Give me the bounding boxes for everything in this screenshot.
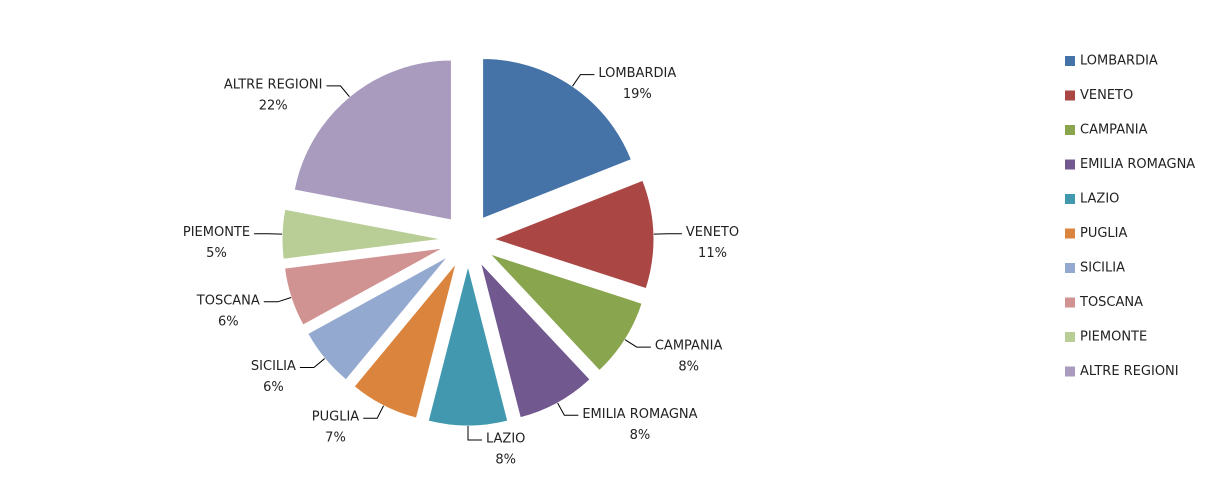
data-label-value: 11%	[698, 246, 727, 261]
legend-label: PIEMONTE	[1080, 330, 1147, 345]
pie-slice	[281, 208, 443, 260]
data-label-name: LOMBARDIA	[598, 66, 676, 81]
data-label-value: 8%	[630, 428, 651, 443]
leader-line	[363, 405, 385, 419]
pie-slice	[480, 262, 591, 419]
legend-label: ALTRE REGIONI	[1080, 364, 1179, 379]
legend-swatch	[1065, 56, 1075, 66]
data-label-value: 8%	[495, 453, 516, 468]
pie-slice	[482, 57, 633, 220]
data-label-name: PUGLIA	[312, 410, 360, 425]
legend-swatch	[1065, 263, 1075, 273]
legend-label: LAZIO	[1080, 192, 1119, 207]
data-label-name: TOSCANA	[196, 293, 260, 308]
leader-line	[624, 339, 651, 348]
legend-label: CAMPANIA	[1080, 123, 1148, 138]
legend-swatch	[1065, 366, 1075, 377]
leader-line	[326, 85, 350, 98]
legend-label: TOSCANA	[1079, 295, 1143, 310]
leader-line	[467, 426, 482, 441]
legend-swatch	[1065, 159, 1075, 170]
pie-slice	[489, 253, 643, 372]
data-label-name: ALTRE REGIONI	[224, 77, 323, 92]
data-label-name: VENETO	[686, 225, 739, 240]
pie-slice	[492, 179, 655, 290]
leader-line	[557, 402, 579, 416]
pie-slice	[353, 262, 457, 419]
data-label-value: 19%	[623, 87, 652, 102]
legend-swatch	[1065, 194, 1075, 204]
data-label-name: PIEMONTE	[183, 225, 250, 240]
pie-slice	[293, 59, 452, 221]
legend-swatch	[1065, 297, 1075, 308]
legend-swatch	[1065, 125, 1075, 135]
data-label-value: 5%	[206, 246, 227, 261]
data-label-value: 6%	[263, 380, 284, 395]
data-label-name: LAZIO	[486, 432, 525, 447]
data-label-name: EMILIA ROMAGNA	[582, 407, 697, 422]
legend-label: VENETO	[1080, 88, 1133, 103]
legend-swatch	[1065, 332, 1075, 342]
pie-slice	[307, 256, 449, 381]
data-label-value: 6%	[218, 314, 239, 329]
legend-label: EMILIA ROMAGNA	[1080, 157, 1195, 172]
data-label-name: CAMPANIA	[655, 339, 723, 354]
data-label-value: 22%	[259, 98, 288, 113]
data-label-value: 8%	[678, 360, 699, 375]
legend-swatch	[1065, 228, 1075, 239]
legend-label: PUGLIA	[1080, 226, 1128, 241]
leader-line	[299, 358, 326, 368]
pie-slice	[427, 265, 509, 427]
data-label-name: SICILIA	[251, 359, 296, 374]
data-label-value: 7%	[325, 431, 346, 446]
legend-label: LOMBARDIA	[1080, 54, 1158, 69]
leader-line	[572, 74, 595, 87]
leader-line	[263, 297, 292, 303]
legend-label: SICILIA	[1080, 261, 1125, 276]
legend-swatch	[1065, 90, 1075, 101]
